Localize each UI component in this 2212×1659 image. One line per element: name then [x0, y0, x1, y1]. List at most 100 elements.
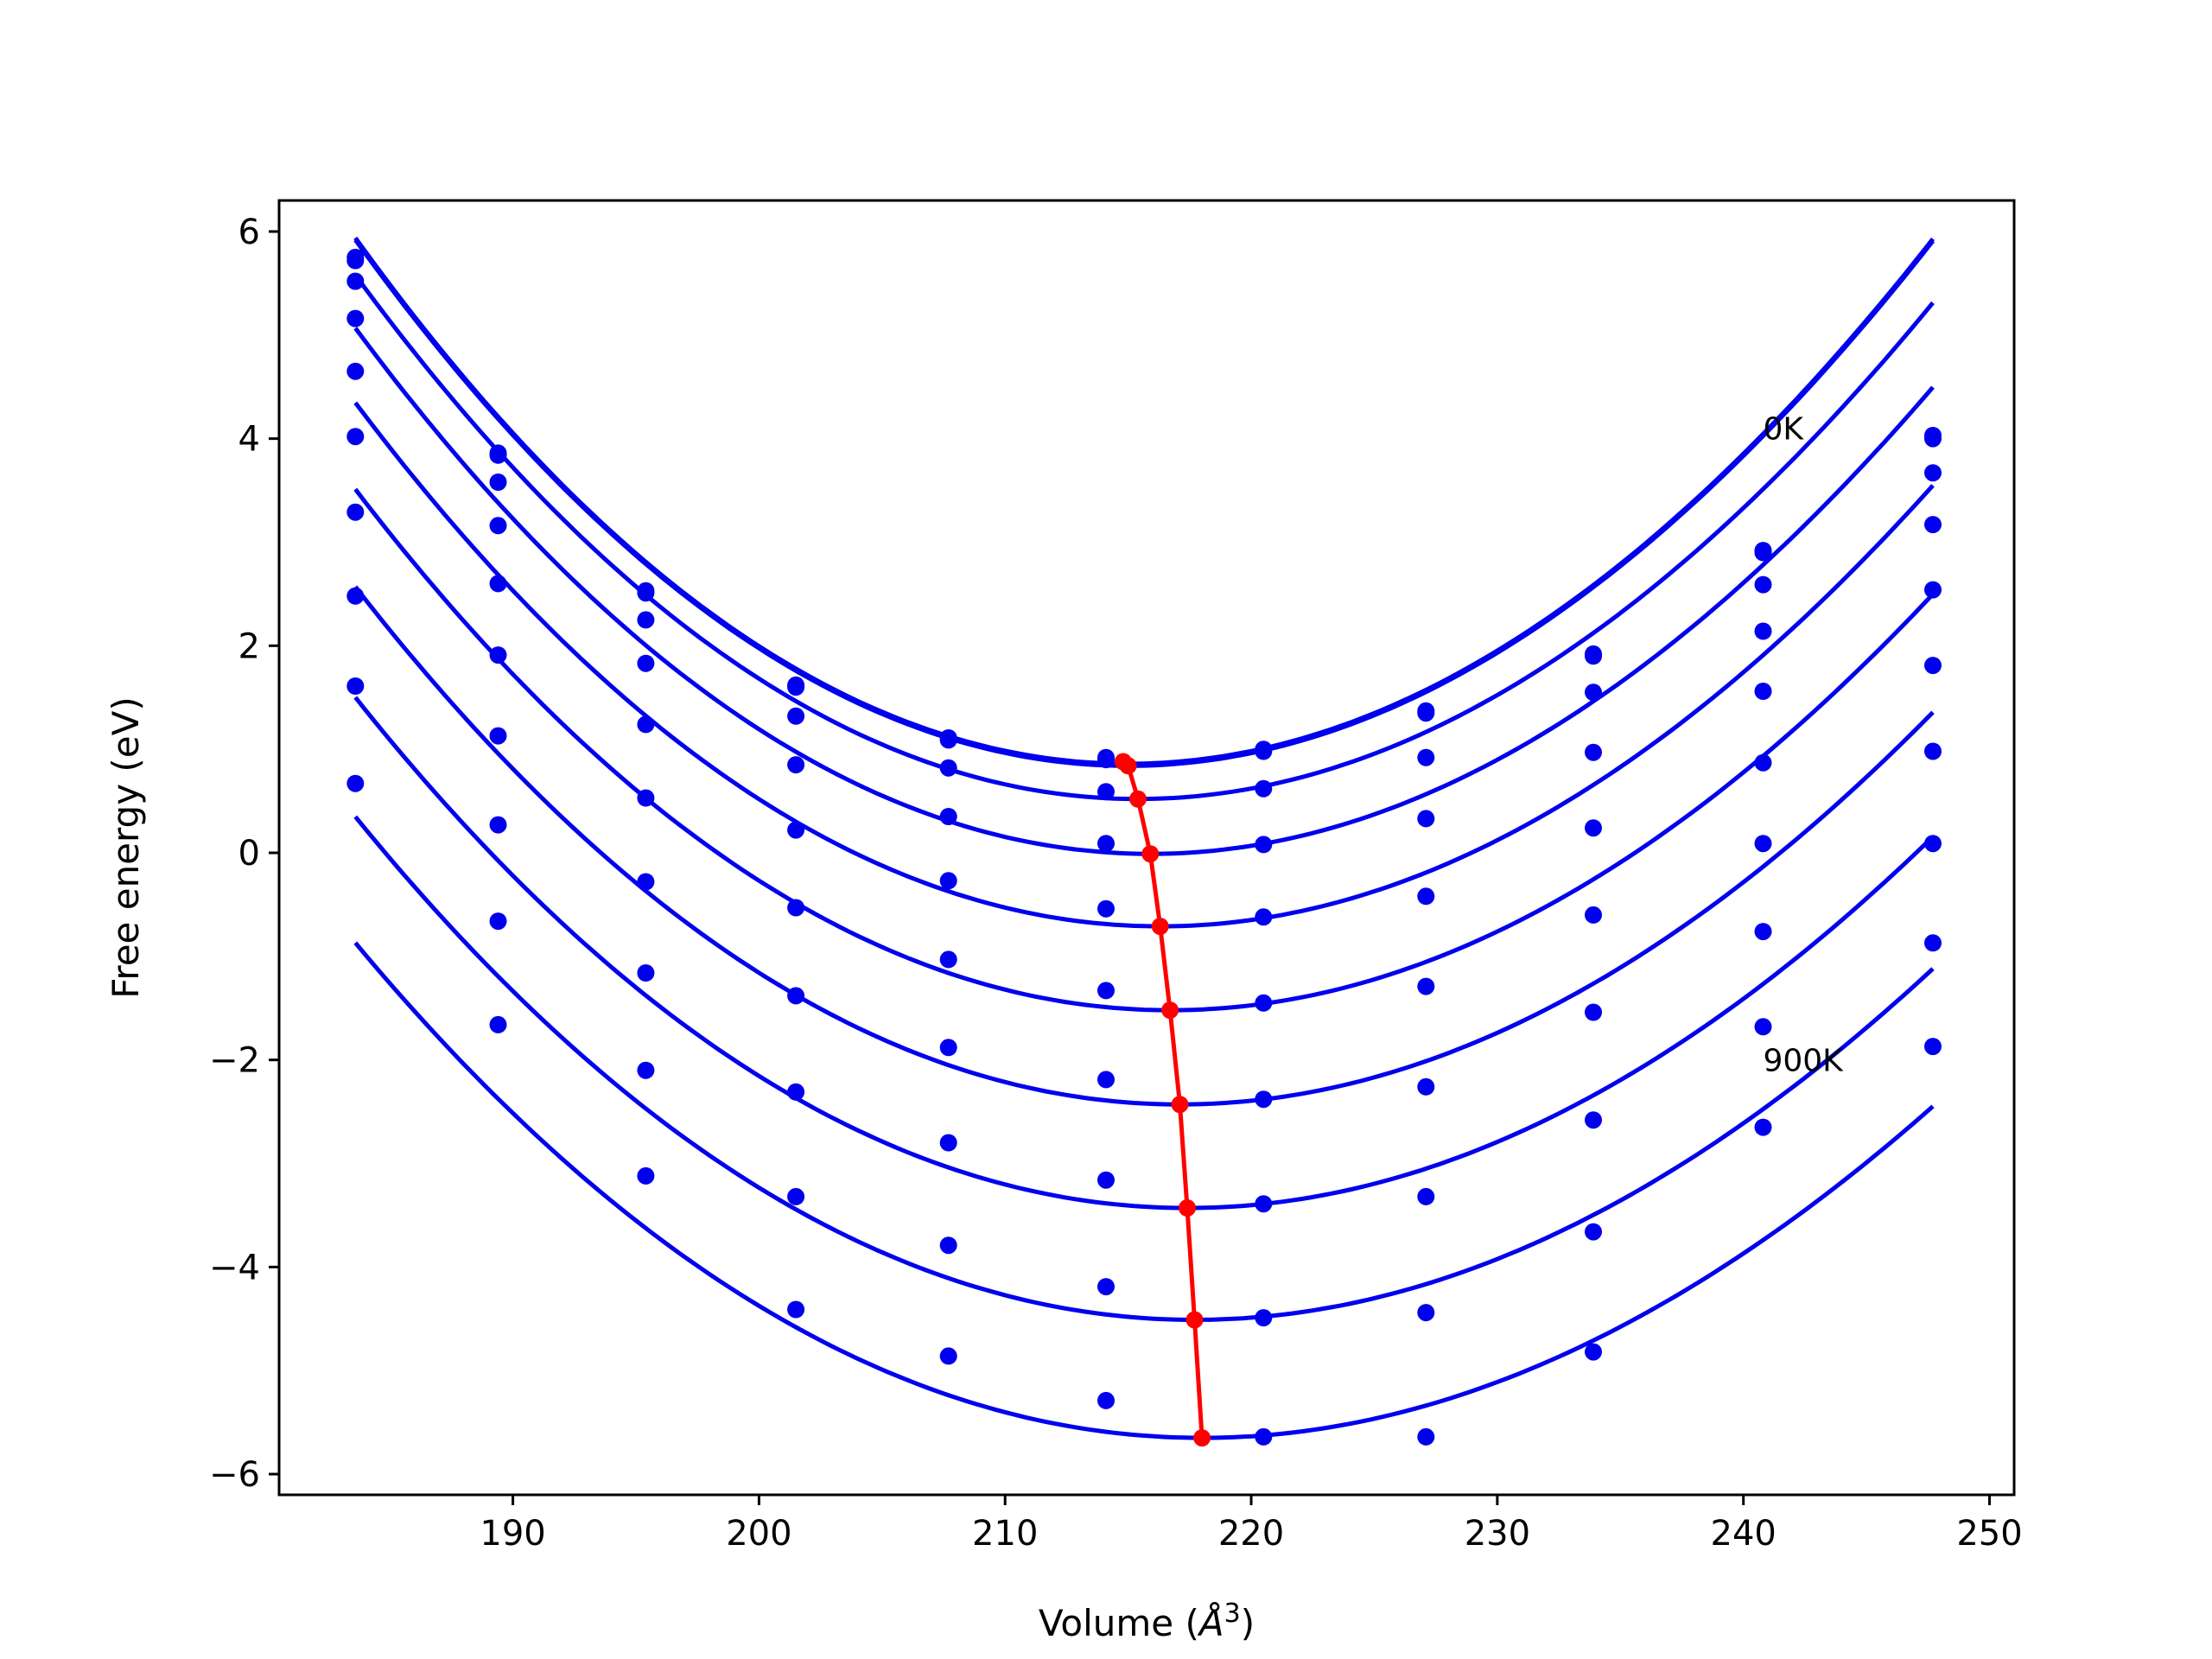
- x-tick-label: 220: [1218, 1514, 1284, 1554]
- annotations: 0K 900K: [1763, 412, 1844, 1079]
- minimum-point: [1179, 1199, 1196, 1217]
- data-point: [489, 912, 507, 931]
- data-point: [1417, 887, 1435, 906]
- data-point: [1924, 657, 1942, 675]
- data-point: [939, 731, 957, 749]
- data-point: [1255, 1309, 1273, 1327]
- data-point: [489, 646, 507, 664]
- data-point: [939, 1134, 957, 1152]
- data-point: [1097, 835, 1115, 853]
- minima-trace: [1122, 760, 1205, 1439]
- data-point: [1585, 1111, 1602, 1129]
- y-tick-label: −4: [209, 1248, 260, 1287]
- minimum-point: [1129, 790, 1147, 808]
- x-tick-label: 200: [726, 1514, 791, 1554]
- data-point: [1585, 819, 1602, 837]
- data-point: [637, 789, 655, 807]
- data-point: [1924, 581, 1942, 599]
- data-point: [1754, 923, 1772, 941]
- fit-curve: [353, 238, 1935, 768]
- data-point: [637, 715, 655, 734]
- data-point: [1255, 994, 1273, 1012]
- y-axis-ticks: −6 −4 −2 0 2 4 6: [209, 213, 279, 1495]
- minimum-point: [1193, 1429, 1211, 1447]
- data-point: [1255, 836, 1273, 854]
- data-point: [1255, 908, 1273, 926]
- data-point: [1585, 1343, 1602, 1361]
- data-point: [1585, 647, 1602, 665]
- data-point: [1585, 906, 1602, 924]
- data-point: [1585, 1003, 1602, 1021]
- data-point: [489, 474, 507, 491]
- data-point: [637, 611, 655, 629]
- data-point: [1417, 704, 1435, 722]
- data-point: [787, 899, 805, 917]
- minimum-point: [1119, 757, 1137, 775]
- temperature-annotation: 0K: [1763, 412, 1804, 448]
- minimum-point: [1185, 1311, 1204, 1329]
- y-tick-label: −2: [209, 1041, 260, 1081]
- data-point: [489, 727, 507, 745]
- x-tick-label: 210: [972, 1514, 1038, 1554]
- data-point: [787, 707, 805, 725]
- data-point: [1097, 1278, 1115, 1296]
- data-point: [787, 821, 805, 839]
- data-point: [346, 362, 365, 380]
- y-tick-label: −6: [209, 1455, 260, 1495]
- data-point: [1255, 1195, 1273, 1213]
- y-tick-label: 0: [238, 834, 260, 874]
- plot-frame: [277, 199, 2016, 1497]
- data-point: [1585, 743, 1602, 761]
- data-point: [346, 677, 365, 695]
- data-point: [787, 1083, 805, 1101]
- y-tick-label: 4: [238, 420, 260, 460]
- y-axis-label: Free energy (eV): [105, 696, 147, 999]
- data-point: [1255, 1090, 1273, 1109]
- data-point: [1097, 982, 1115, 1000]
- data-point: [1754, 1018, 1772, 1036]
- data-point: [1097, 783, 1115, 801]
- data-point: [1255, 742, 1273, 760]
- y-tick-label: 6: [238, 213, 260, 252]
- data-point: [346, 587, 365, 605]
- minimum-point: [1141, 845, 1160, 863]
- data-point: [939, 1347, 957, 1365]
- data-point: [1924, 464, 1942, 482]
- data-point: [787, 1187, 805, 1205]
- x-axis-label: Volume (Å3): [1039, 1599, 1255, 1644]
- data-point: [939, 1236, 957, 1255]
- data-point: [637, 584, 655, 602]
- data-point: [787, 756, 805, 774]
- data-point: [1754, 683, 1772, 700]
- data-point: [346, 309, 365, 327]
- data-point: [489, 575, 507, 593]
- data-point: [489, 446, 507, 464]
- data-point: [939, 1039, 957, 1057]
- x-tick-label: 240: [1711, 1514, 1777, 1554]
- y-tick-label: 2: [238, 626, 260, 666]
- data-point: [1924, 1038, 1942, 1056]
- data-point: [1924, 934, 1942, 952]
- x-tick-label: 190: [480, 1514, 545, 1554]
- data-points: [346, 248, 1942, 1446]
- data-point: [1754, 1118, 1772, 1136]
- data-point: [1754, 753, 1772, 772]
- data-point: [637, 1061, 655, 1079]
- fit-curve: [353, 941, 1935, 1440]
- data-point: [1754, 835, 1772, 853]
- data-point: [346, 272, 365, 290]
- data-point: [939, 872, 957, 890]
- minimum-point: [1151, 918, 1169, 936]
- data-point: [346, 428, 365, 446]
- data-point: [346, 251, 365, 270]
- data-point: [1417, 977, 1435, 995]
- data-point: [1097, 1391, 1115, 1409]
- data-point: [939, 759, 957, 777]
- data-point: [1585, 683, 1602, 702]
- data-point: [1097, 1071, 1115, 1089]
- temperature-annotation: 900K: [1763, 1044, 1844, 1079]
- minima-line: [1114, 753, 1211, 1447]
- data-point: [637, 964, 655, 982]
- data-point: [1255, 779, 1273, 798]
